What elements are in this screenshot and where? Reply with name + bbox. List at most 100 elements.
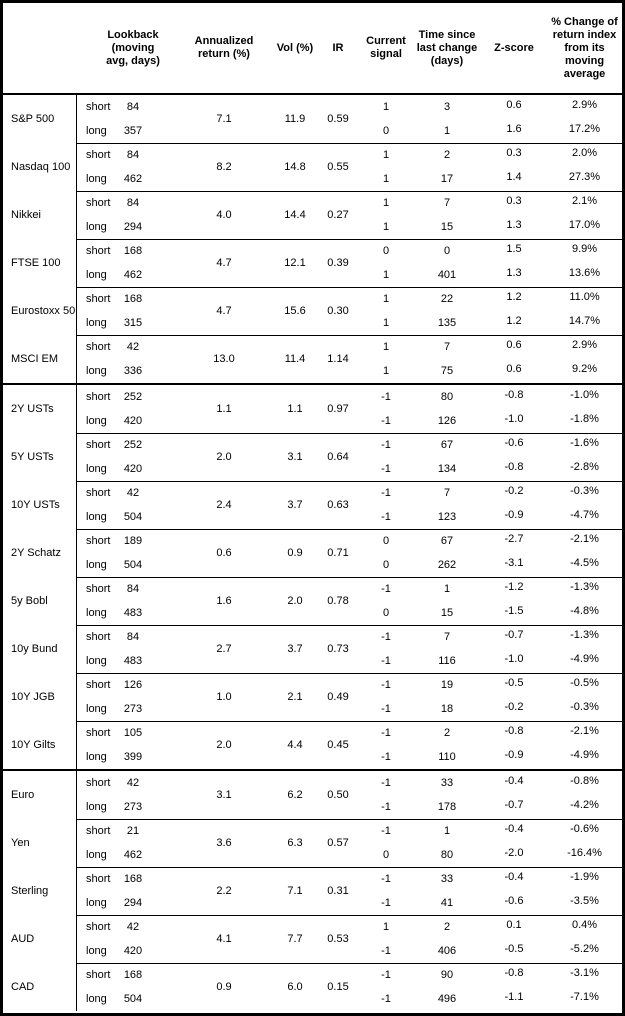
leg-label-short: short [86, 149, 111, 161]
signal-short: -1 [381, 873, 391, 885]
leg-label-short: short [86, 679, 111, 691]
leg-label-short: short [86, 777, 111, 789]
pct-change-long: 17.2% [568, 123, 601, 135]
group-divider-line [76, 577, 622, 578]
asset-name: FTSE 100 [3, 239, 77, 287]
asset-group-row: Yen short long 21 462 3.6 6.3 0.57 -1 0 … [3, 819, 622, 867]
signal-long: 1 [382, 173, 390, 185]
zscore-long: -2.0 [504, 847, 524, 859]
section-fx: Euro short long 42 273 3.1 6.2 0.50 -1 -… [3, 769, 622, 1011]
signal-short: 1 [382, 197, 390, 209]
vol-value: 4.4 [287, 739, 303, 751]
zscore-long: 1.2 [506, 315, 522, 327]
lookback-short: 42 [126, 487, 140, 499]
pct-change-short: -0.8% [570, 775, 599, 787]
annualized-return-value: 4.0 [216, 209, 232, 221]
time-since-long: 18 [440, 703, 454, 715]
time-since-short: 80 [440, 391, 454, 403]
pct-change-long: -4.7% [570, 509, 599, 521]
zscore-short: -0.4 [504, 871, 524, 883]
leg-label-long: long [86, 463, 107, 475]
pct-change-long: -4.9% [570, 653, 599, 665]
signal-short: -1 [381, 679, 391, 691]
lookback-long: 420 [123, 415, 143, 427]
vol-value: 3.7 [287, 499, 303, 511]
asset-name: Eurostoxx 50 [3, 287, 77, 335]
pct-change-short: -0.5% [570, 677, 599, 689]
zscore-short: -0.5 [504, 677, 524, 689]
signal-short: -1 [381, 777, 391, 789]
signal-short: 1 [382, 149, 390, 161]
annualized-return-value: 3.6 [216, 837, 232, 849]
signal-short: 1 [382, 293, 390, 305]
lookback-long: 273 [123, 801, 143, 813]
asset-name: 10Y JGB [3, 673, 77, 721]
lookback-short: 189 [123, 535, 143, 547]
annualized-return-value: 2.0 [216, 451, 232, 463]
zscore-short: -1.2 [504, 581, 524, 593]
time-since-long: 15 [440, 221, 454, 233]
zscore-short: 0.6 [506, 99, 522, 111]
signal-short: -1 [381, 969, 391, 981]
asset-name: Nasdaq 100 [3, 143, 77, 191]
lookback-long: 462 [123, 173, 143, 185]
time-since-long: 17 [440, 173, 454, 185]
zscore-short: 0.3 [506, 147, 522, 159]
header-current-signal: Current signal [366, 35, 406, 60]
asset-group-row: Nikkei short long 84 294 4.0 14.4 0.27 1… [3, 191, 622, 239]
zscore-long: -0.9 [504, 509, 524, 521]
zscore-long: -3.1 [504, 557, 524, 569]
pct-change-long: -7.1% [570, 991, 599, 1003]
lookback-long: 294 [123, 897, 143, 909]
time-since-long: 123 [437, 511, 457, 523]
asset-name: Yen [3, 819, 77, 867]
signal-long: -1 [381, 751, 391, 763]
leg-label-long: long [86, 221, 107, 233]
vol-value: 6.3 [287, 837, 303, 849]
signal-short: -1 [381, 583, 391, 595]
lookback-short: 126 [123, 679, 143, 691]
annualized-return-value: 2.7 [216, 643, 232, 655]
lookback-short: 84 [126, 631, 140, 643]
leg-label-short: short [86, 969, 111, 981]
pct-change-short: -1.0% [570, 389, 599, 401]
asset-name: Nikkei [3, 191, 77, 239]
asset-group-row: 10Y JGB short long 126 273 1.0 2.1 0.49 … [3, 673, 622, 721]
annualized-return-value: 0.9 [216, 981, 232, 993]
leg-label-long: long [86, 945, 107, 957]
vol-value: 11.9 [284, 113, 306, 125]
lookback-short: 168 [123, 873, 143, 885]
section-bonds: 2Y USTs short long 252 420 1.1 1.1 0.97 … [3, 383, 622, 769]
leg-label-short: short [86, 245, 111, 257]
asset-group-row: 2Y USTs short long 252 420 1.1 1.1 0.97 … [3, 385, 622, 433]
vol-value: 1.1 [287, 403, 303, 415]
header-annualized-return: Annualized return (%) [194, 35, 254, 60]
asset-name: Sterling [3, 867, 77, 915]
zscore-long: 1.3 [506, 267, 522, 279]
pct-change-short: 2.1% [571, 195, 598, 207]
time-since-short: 90 [440, 969, 454, 981]
zscore-short: -0.4 [504, 823, 524, 835]
asset-group-row: Euro short long 42 273 3.1 6.2 0.50 -1 -… [3, 771, 622, 819]
group-divider-line [76, 673, 622, 674]
annualized-return-value: 3.1 [216, 789, 232, 801]
asset-group-row: 2Y Schatz short long 189 504 0.6 0.9 0.7… [3, 529, 622, 577]
pct-change-long: -3.5% [570, 895, 599, 907]
leg-label-short: short [86, 487, 111, 499]
zscore-long: -0.8 [504, 461, 524, 473]
asset-name: 5Y USTs [3, 433, 77, 481]
group-divider-line [76, 625, 622, 626]
group-divider-line [76, 335, 622, 336]
asset-group-row: Nasdaq 100 short long 84 462 8.2 14.8 0.… [3, 143, 622, 191]
vol-value: 0.9 [287, 547, 303, 559]
time-since-short: 7 [443, 631, 451, 643]
zscore-long: -0.9 [504, 749, 524, 761]
asset-name: 2Y Schatz [3, 529, 77, 577]
pct-change-short: 9.9% [571, 243, 598, 255]
vol-value: 3.7 [287, 643, 303, 655]
lookback-long: 504 [123, 559, 143, 571]
signal-short: -1 [381, 439, 391, 451]
ir-value: 0.64 [327, 451, 349, 463]
time-since-long: 41 [440, 897, 454, 909]
pct-change-short: 2.9% [571, 99, 598, 111]
